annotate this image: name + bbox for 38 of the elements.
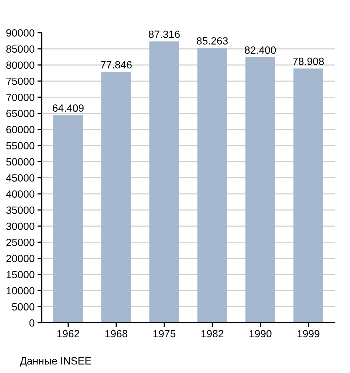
data-label: 87.316 xyxy=(149,30,180,38)
y-tick-label: 75000 xyxy=(6,78,35,86)
y-tick-label: 45000 xyxy=(6,174,35,182)
data-label: 77.846 xyxy=(101,61,132,69)
y-tick-label: 85000 xyxy=(6,46,35,53)
x-tick-label: 1975 xyxy=(154,330,176,338)
y-tick-label: 25000 xyxy=(6,238,35,246)
bar xyxy=(54,115,84,323)
bar xyxy=(198,48,228,323)
x-tick-label: 1982 xyxy=(202,330,224,338)
data-label: 85.263 xyxy=(197,37,228,45)
data-label: 82.400 xyxy=(245,46,276,54)
x-tick-label: 1999 xyxy=(298,330,320,338)
data-label: 78.908 xyxy=(293,58,324,66)
text: Данные INSEE xyxy=(20,357,92,367)
y-tick-label: 5000 xyxy=(12,303,35,311)
y-tick-label: 30000 xyxy=(6,222,35,230)
bar xyxy=(294,68,324,323)
y-tick-label: 55000 xyxy=(6,142,35,150)
y-tick-label: 60000 xyxy=(6,126,35,134)
y-tick-label: 10000 xyxy=(6,287,35,295)
y-tick-label: 15000 xyxy=(6,271,35,279)
y-tick-label: 35000 xyxy=(6,206,35,214)
x-tick-label: 1962 xyxy=(58,330,80,338)
y-tick-label: 80000 xyxy=(6,62,35,70)
y-tick-label: 20000 xyxy=(6,255,35,262)
data-label: 64.409 xyxy=(53,104,84,112)
bar xyxy=(150,42,180,323)
y-tick-label: 40000 xyxy=(6,190,35,198)
y-tick-label: 90000 xyxy=(6,30,35,37)
x-tick-label: 1968 xyxy=(106,330,128,338)
bar xyxy=(246,57,276,323)
bar xyxy=(102,72,132,323)
y-tick-label: 50000 xyxy=(6,158,35,166)
y-tick-label: 65000 xyxy=(6,110,35,118)
x-tick-label: 1990 xyxy=(250,330,272,338)
y-tick-label: 0 xyxy=(30,320,35,327)
y-tick-label: 70000 xyxy=(6,94,35,102)
